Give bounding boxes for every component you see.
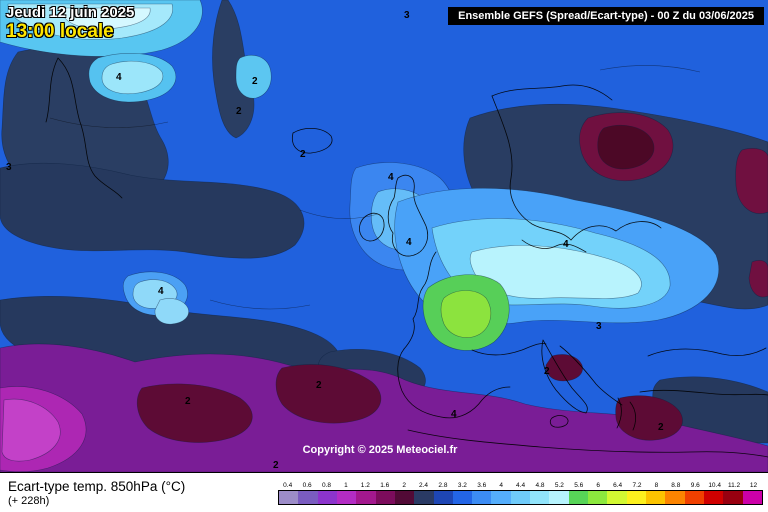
colorbar-tick: 11.2 bbox=[727, 481, 741, 489]
colorbar-tick: 1.2 bbox=[360, 481, 370, 489]
forecast-step: (+ 228h) bbox=[8, 494, 50, 507]
contour-label: 2 bbox=[185, 396, 191, 407]
colorbar-tick: 7.2 bbox=[632, 481, 642, 489]
colorbar-tick: 9.6 bbox=[690, 481, 700, 489]
colorbar-swatch bbox=[394, 490, 415, 504]
colorbar-tick: 8 bbox=[654, 481, 659, 489]
crimson-spread-regions bbox=[579, 112, 768, 298]
colorbar-swatch bbox=[375, 490, 395, 504]
legend-text-block: Ecart-type temp. 850hPa (°C) (+ 228h) bbox=[0, 479, 278, 507]
contour-label: 2 bbox=[273, 460, 279, 471]
colorbar-swatch bbox=[279, 490, 299, 504]
colorbar-swatch bbox=[356, 490, 376, 504]
contour-label: 2 bbox=[316, 380, 322, 391]
colorbar-swatch bbox=[472, 490, 492, 504]
cyan-spread-regions bbox=[0, 0, 720, 351]
colorbar-swatch bbox=[452, 490, 473, 504]
colorbar-swatch bbox=[626, 490, 646, 504]
colorbar-tick: 6.4 bbox=[613, 481, 623, 489]
colorbar-swatches bbox=[278, 489, 763, 505]
legend-bar: Ecart-type temp. 850hPa (°C) (+ 228h) 0.… bbox=[0, 472, 768, 512]
colorbar-swatch bbox=[703, 490, 724, 504]
valid-time: 13:00 locale bbox=[6, 21, 114, 43]
colorbar-swatch bbox=[298, 490, 318, 504]
colorbar-swatch bbox=[317, 490, 337, 504]
legend-title: Ecart-type temp. 850hPa (°C) bbox=[8, 478, 186, 494]
colorbar-swatch bbox=[414, 490, 434, 504]
contour-label: 4 bbox=[451, 409, 457, 420]
contour-label: 4 bbox=[158, 286, 164, 297]
colorbar-tick: 2.4 bbox=[419, 481, 429, 489]
contour-labels-group: 3 4 2 2 2 3 4 4 4 4 3 2 2 4 2 2 2 bbox=[6, 10, 664, 471]
colorbar: 0.4 0.6 0.8 1 1.2 1.6 2 2.4 2.8 3.2 3.6 4 4.4 4.8 5.2 5… bbox=[278, 481, 763, 505]
colorbar-tick: 8.8 bbox=[671, 481, 681, 489]
colorbar-tick: 2 bbox=[402, 481, 406, 489]
contour-label: 2 bbox=[300, 149, 306, 160]
colorbar-swatch bbox=[510, 490, 531, 504]
colorbar-tick: 2.8 bbox=[438, 481, 448, 489]
colorbar-tick: 0.6 bbox=[302, 481, 312, 489]
colorbar-tick: 0.4 bbox=[283, 481, 293, 489]
contour-label: 4 bbox=[563, 239, 569, 250]
colorbar-swatch bbox=[742, 490, 762, 504]
weather-map: 3 4 2 2 2 3 4 4 4 4 3 2 2 4 2 2 2 Copyright © 2025 Meteo… bbox=[0, 0, 768, 472]
colorbar-swatch bbox=[645, 490, 666, 504]
valid-date: Jeudi 12 juin 2025 bbox=[6, 4, 135, 21]
colorbar-tick: 3.6 bbox=[477, 481, 487, 489]
colorbar-swatch bbox=[433, 490, 453, 504]
contour-label: 4 bbox=[406, 237, 412, 248]
colorbar-tick: 4 bbox=[499, 481, 503, 489]
colorbar-tick-labels: 0.4 0.6 0.8 1 1.2 1.6 2 2.4 2.8 3.2 3.6 4 4.4 4.8 5.2 5… bbox=[278, 481, 763, 490]
contour-label: 3 bbox=[6, 162, 12, 173]
contour-label: 2 bbox=[544, 366, 550, 377]
contour-label: 2 bbox=[658, 422, 664, 433]
colorbar-tick: 1 bbox=[344, 481, 348, 489]
colorbar-tick: 3.2 bbox=[457, 481, 467, 489]
contour-label: 4 bbox=[388, 172, 394, 183]
contour-label: 3 bbox=[596, 321, 602, 332]
colorbar-tick: 0.8 bbox=[321, 481, 332, 489]
contour-label: 2 bbox=[252, 76, 258, 87]
colorbar-swatch bbox=[491, 490, 511, 504]
colorbar-tick: 6 bbox=[596, 481, 601, 489]
copyright-text: Copyright © 2025 Meteociel.fr bbox=[303, 444, 459, 456]
colorbar-swatch bbox=[588, 490, 608, 504]
valid-date-block: Jeudi 12 juin 2025 13:00 locale bbox=[6, 4, 134, 43]
contour-lines bbox=[49, 65, 701, 310]
coastlines bbox=[45, 57, 768, 458]
map-area: 3 4 2 2 2 3 4 4 4 4 3 2 2 4 2 2 2 Copyright © 2025 Meteo… bbox=[0, 0, 768, 472]
colorbar-swatch bbox=[530, 490, 550, 504]
colorbar-tick: 10.4 bbox=[708, 481, 721, 489]
colorbar-tick: 5.2 bbox=[554, 481, 564, 489]
colorbar-swatch bbox=[549, 490, 569, 504]
colorbar-swatch bbox=[684, 490, 704, 504]
colorbar-tick: 4.4 bbox=[516, 481, 526, 489]
colorbar-swatch bbox=[336, 490, 357, 504]
colorbar-swatch bbox=[665, 490, 685, 504]
colorbar-swatch bbox=[723, 490, 743, 504]
colorbar-tick: 4.8 bbox=[535, 481, 545, 489]
colorbar-tick: 12 bbox=[749, 481, 758, 489]
colorbar-swatch bbox=[568, 490, 588, 504]
colorbar-swatch bbox=[607, 490, 627, 504]
model-run-header: Ensemble GEFS (Spread/Ecart-type) - 00 Z… bbox=[448, 7, 764, 25]
contour-label: 4 bbox=[116, 72, 122, 83]
colorbar-tick: 5.6 bbox=[574, 481, 584, 489]
contour-label: 3 bbox=[404, 10, 410, 21]
contour-label: 2 bbox=[236, 106, 242, 117]
purple-spread-regions bbox=[0, 343, 768, 472]
colorbar-tick: 1.6 bbox=[380, 481, 390, 489]
